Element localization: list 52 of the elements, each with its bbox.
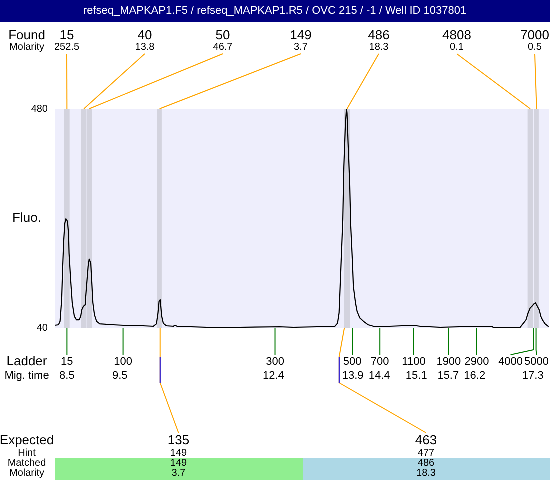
text: Hint xyxy=(18,448,36,459)
x-tick-label: 13.9 xyxy=(342,370,364,382)
x-tick-label: 14.4 xyxy=(368,370,390,382)
x-tick-label: 8.5 xyxy=(60,370,75,382)
annotation: 1100 xyxy=(402,356,426,368)
annotation: 46.7 xyxy=(213,42,234,53)
band-label: 4808 xyxy=(442,28,472,43)
annotation: 300 xyxy=(266,356,284,368)
annotation: 135 xyxy=(168,432,190,448)
x-tick-label: 16.2 xyxy=(464,370,486,382)
annotation: 5000 xyxy=(524,356,550,368)
annotation: 15 xyxy=(61,356,74,368)
x-tick-label: 9.5 xyxy=(112,370,128,382)
annotation: 0.5 xyxy=(528,42,542,53)
y-tick-label: 480 xyxy=(31,104,48,115)
text: Found xyxy=(8,28,46,43)
chart-title: refseq_MAPKAP1.F5 / refseq_MAPKAP1.R5 / OVC 215 / -1 / Well ID 1037801 xyxy=(0,0,550,22)
x-tick-label: 17.3 xyxy=(522,370,544,382)
annotation: 2900 xyxy=(464,356,490,368)
annotation: 500 xyxy=(343,356,362,368)
text: 149 xyxy=(170,458,188,469)
band-label: 486 xyxy=(368,28,390,43)
y-axis-title: Fluo. xyxy=(12,210,42,226)
annotation: 1900 xyxy=(436,356,462,368)
band-label: 7000 xyxy=(520,28,550,43)
band-label: 15 xyxy=(60,28,74,43)
text: 149 xyxy=(170,448,188,459)
band-label: 149 xyxy=(290,28,312,43)
annotation: 4000 xyxy=(498,356,524,368)
annotation: 252.5 xyxy=(54,42,80,53)
text: 477 xyxy=(418,448,436,459)
annotation: 18.3 xyxy=(369,42,390,53)
x-tick-label: 15.1 xyxy=(406,370,428,382)
text: Ladder xyxy=(6,354,48,369)
text: Molarity xyxy=(9,468,45,479)
x-axis-title: Mig. time xyxy=(4,370,50,382)
text: Molarity xyxy=(9,42,45,53)
text: Expected xyxy=(0,432,54,448)
annotation: 3.7 xyxy=(294,42,308,53)
band-label: 40 xyxy=(138,28,152,43)
annotation: 100 xyxy=(114,356,132,368)
band-label: 50 xyxy=(216,28,230,43)
annotation: 463 xyxy=(415,432,438,448)
text: Matched xyxy=(8,458,46,469)
annotation: 13.8 xyxy=(135,42,156,53)
x-tick-label: 12.4 xyxy=(262,370,284,382)
text: 486 xyxy=(418,458,436,469)
text: 18.3 xyxy=(416,468,436,479)
text: 3.7 xyxy=(172,468,186,479)
x-tick-label: 15.7 xyxy=(438,370,460,382)
annotation: 0.1 xyxy=(450,42,464,53)
annotation: 700 xyxy=(370,356,390,368)
